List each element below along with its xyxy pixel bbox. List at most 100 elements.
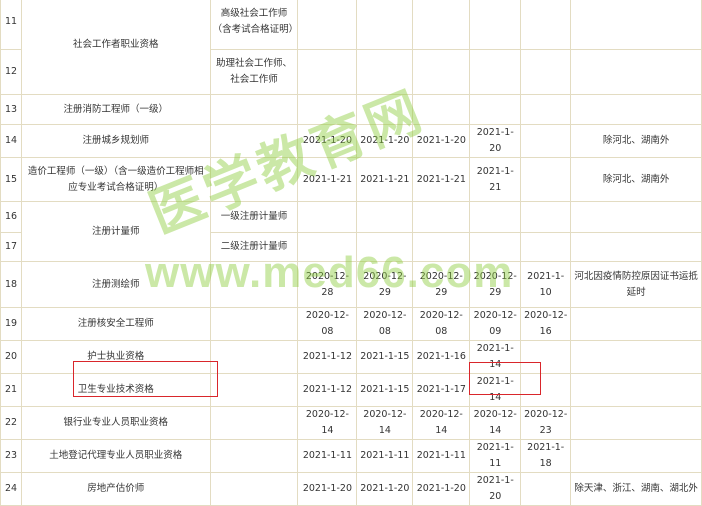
qualification-name-cell: 注册测绘师: [20, 261, 211, 308]
sub-qualification-cell: 一级注册计量师: [209, 201, 299, 233]
row-number-cell: 18: [0, 261, 22, 308]
date-col-5-cell: [520, 373, 572, 407]
qualification-name-cell: 注册消防工程师（一级）: [20, 94, 211, 125]
remarks-cell: [570, 232, 702, 262]
date-col-4-cell: 2020-12-29: [469, 261, 522, 308]
qualification-name-cell: 社会工作者职业资格: [20, 0, 211, 95]
date-col-3-cell: 2021-1-17: [412, 373, 471, 407]
sub-qualification-cell: [209, 373, 299, 407]
table-row: 24 房地产估价师 2021-1-20 2021-1-20 2021-1-20 2021-…: [0, 472, 702, 506]
table-row: 12 助理社会工作师、社会工作师: [0, 49, 702, 95]
row-number-cell: 20: [0, 340, 22, 374]
qualification-name-cell: 房地产估价师: [20, 472, 211, 506]
date-col-2-cell: [356, 94, 414, 125]
qualification-name-cell: 造价工程师（一级）（含一级造价工程师相应专业考试合格证明）: [20, 157, 211, 202]
row-number-cell: 22: [0, 406, 22, 440]
table-row: 14 注册城乡规划师 2021-1-20 2021-1-20 2021-1-20 2021…: [0, 124, 702, 158]
table-row: 22 银行业专业人员职业资格 2020-12-14 2020-12-14 2020-12…: [0, 406, 702, 440]
date-col-3-cell: 2021-1-20: [412, 124, 471, 158]
table-row: 17 二级注册计量师: [0, 232, 702, 262]
table-row: 16 注册计量师 一级注册计量师: [0, 201, 702, 262]
row-number-cell: 14: [0, 124, 22, 158]
remarks-cell: [570, 201, 702, 233]
date-col-4-cell: 2021-1-21: [469, 157, 522, 202]
sub-qualification-cell: 助理社会工作师、社会工作师: [209, 49, 299, 95]
qualification-name-cell: 卫生专业技术资格: [20, 373, 211, 407]
qualification-name-cell: 注册核安全工程师: [20, 307, 211, 341]
date-col-3-cell: [412, 49, 471, 95]
sub-qualification-cell: [209, 406, 299, 440]
sub-qualification-cell: [209, 439, 299, 473]
sub-qualification-cell: [209, 307, 299, 341]
row-number-cell: 15: [0, 157, 22, 202]
qualification-name-cell: 注册城乡规划师: [20, 124, 211, 158]
date-col-5-cell: [520, 0, 572, 50]
date-col-1-cell: 2021-1-20: [297, 124, 358, 158]
date-col-4-cell: [469, 232, 522, 262]
qualification-name-cell: 土地登记代理专业人员职业资格: [20, 439, 211, 473]
date-col-5-cell: [520, 49, 572, 95]
date-col-2-cell: [356, 232, 414, 262]
date-col-3-cell: 2021-1-16: [412, 340, 471, 374]
date-col-4-cell: 2020-12-09: [469, 307, 522, 341]
date-col-2-cell: [356, 49, 414, 95]
remarks-cell: [570, 406, 702, 440]
date-col-1-cell: [297, 49, 358, 95]
row-number-cell: 21: [0, 373, 22, 407]
date-col-4-cell: [469, 94, 522, 125]
date-col-3-cell: 2020-12-29: [412, 261, 471, 308]
date-col-2-cell: [356, 0, 414, 50]
date-col-4-cell: 2021-1-14: [469, 373, 522, 407]
date-col-5-cell: [520, 232, 572, 262]
date-col-4-cell: 2021-1-11: [469, 439, 522, 473]
date-col-3-cell: 2021-1-21: [412, 157, 471, 202]
remarks-cell: [570, 340, 702, 374]
date-col-2-cell: 2021-1-15: [356, 340, 414, 374]
qualification-name-cell: 注册计量师: [20, 201, 211, 262]
date-col-3-cell: [412, 232, 471, 262]
date-col-1-cell: 2020-12-08: [297, 307, 358, 341]
date-col-4-cell: 2020-12-14: [469, 406, 522, 440]
date-col-2-cell: 2021-1-15: [356, 373, 414, 407]
row-number-cell: 16: [0, 201, 22, 233]
remarks-cell: [570, 49, 702, 95]
sub-qualification-cell: 二级注册计量师: [209, 232, 299, 262]
date-col-5-cell: [520, 340, 572, 374]
date-col-2-cell: 2020-12-29: [356, 261, 414, 308]
date-col-2-cell: 2021-1-20: [356, 124, 414, 158]
date-col-5-cell: [520, 124, 572, 158]
sub-qualification-cell: 高级社会工作师（含考试合格证明）: [209, 0, 299, 50]
date-col-2-cell: 2020-12-14: [356, 406, 414, 440]
table-row: 21 卫生专业技术资格 2021-1-12 2021-1-15 2021-1-17 202…: [0, 373, 702, 407]
table-row: 20 护士执业资格 2021-1-12 2021-1-15 2021-1-16 2021-…: [0, 340, 702, 374]
date-col-4-cell: [469, 49, 522, 95]
row-number-cell: 19: [0, 307, 22, 341]
date-col-2-cell: [356, 201, 414, 233]
row-number-cell: 13: [0, 94, 22, 125]
table-row: 13 注册消防工程师（一级）: [0, 94, 702, 125]
date-col-3-cell: 2021-1-11: [412, 439, 471, 473]
date-col-2-cell: 2021-1-21: [356, 157, 414, 202]
sub-qualification-cell: [209, 94, 299, 125]
remarks-cell: [570, 373, 702, 407]
date-col-1-cell: 2021-1-12: [297, 373, 358, 407]
remarks-cell: [570, 307, 702, 341]
remarks-cell: 除河北、湖南外: [570, 157, 702, 202]
date-col-1-cell: 2021-1-20: [297, 472, 358, 506]
date-col-5-cell: 2021-1-10: [520, 261, 572, 308]
date-col-1-cell: [297, 232, 358, 262]
date-col-2-cell: 2021-1-11: [356, 439, 414, 473]
date-col-1-cell: 2020-12-28: [297, 261, 358, 308]
date-col-1-cell: 2021-1-11: [297, 439, 358, 473]
row-number-cell: 23: [0, 439, 22, 473]
date-col-1-cell: [297, 201, 358, 233]
remarks-cell: [570, 439, 702, 473]
date-col-3-cell: 2021-1-20: [412, 472, 471, 506]
date-col-5-cell: [520, 472, 572, 506]
table-row: 19 注册核安全工程师 2020-12-08 2020-12-08 2020-12-08…: [0, 307, 702, 341]
date-col-1-cell: [297, 94, 358, 125]
date-col-4-cell: 2021-1-20: [469, 124, 522, 158]
qualification-name-cell: 银行业专业人员职业资格: [20, 406, 211, 440]
remarks-cell: [570, 94, 702, 125]
date-col-4-cell: [469, 201, 522, 233]
